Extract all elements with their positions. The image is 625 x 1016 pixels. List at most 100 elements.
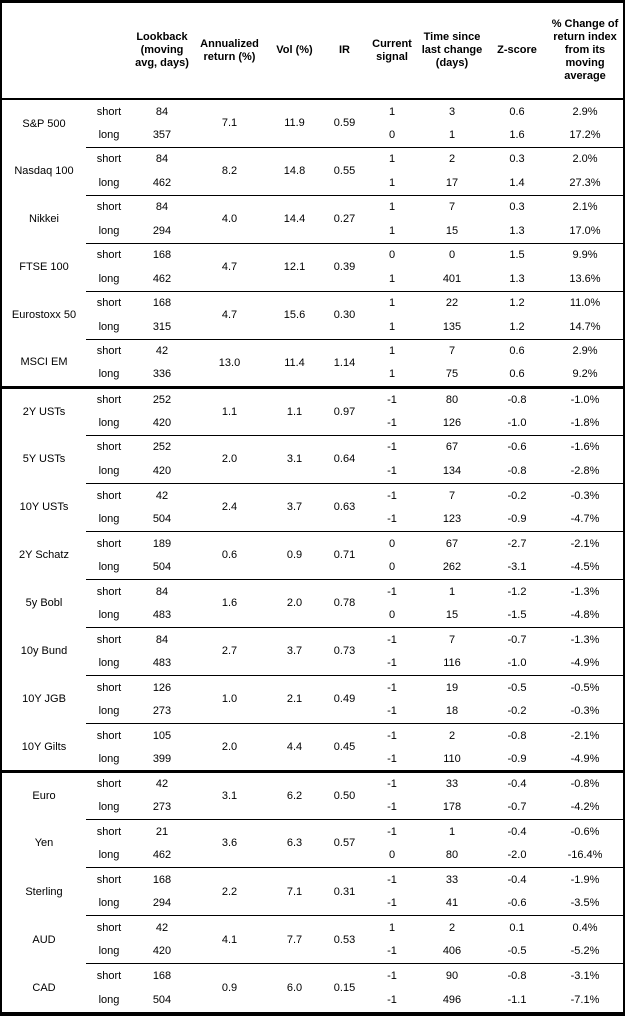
leg-label-cell: short [86,482,132,508]
lookback-cell: 252 [132,434,192,460]
asset-name-cell: S&P 500 [22,117,66,130]
current-signal-cell: -1 [387,657,397,670]
header-leg [86,3,132,100]
header-annualized-return: Annualized return (%) [192,3,267,100]
z-score-cell: -3.1 [507,561,527,574]
asset-row-long: long 420 -1 406 -0.5 -5.2% [2,940,623,964]
leg-label-cell: short [86,818,132,844]
asset-row-long: long 294 1 15 1.3 17.0% [2,219,623,243]
leg-label-cell: short [86,915,132,940]
asset-name-cell: 2Y Schatz [19,549,69,562]
pct-change-cell: 27.3% [569,176,601,189]
header-vol: Vol (%) [267,3,322,100]
z-score-cell: -1.0 [507,657,527,670]
current-signal-cell: 1 [388,176,396,189]
leg-label-cell: short [86,242,132,268]
time-since-cell: 1 [417,578,487,604]
pct-change-cell: -2.1% [547,530,623,556]
lookback-cell: 168 [132,242,192,268]
leg-label-cell: short [86,578,132,604]
asset-name-cell: Eurostoxx 50 [11,309,77,322]
z-score-cell: -0.6 [487,434,547,460]
time-since-cell: 2 [417,722,487,748]
annualized-return-cell: 4.0 [192,194,267,244]
ir-cell: 0.64 [322,434,367,484]
current-signal-cell: -1 [367,963,417,988]
pct-change-cell: -1.8% [570,416,600,429]
lookback-cell: 504 [152,513,172,526]
leg-label-cell: short [86,290,132,316]
lookback-cell: 168 [132,866,192,892]
time-since-cell: 18 [445,705,459,718]
z-score-cell: 1.6 [509,128,525,141]
current-signal-cell: -1 [387,752,397,765]
ir-cell: 0.57 [322,818,367,868]
asset-row-long: long 483 0 15 -1.5 -4.8% [2,603,623,627]
z-score-cell: -0.4 [487,866,547,892]
current-signal-cell: 1 [367,338,417,364]
current-signal-cell: -1 [367,578,417,604]
z-score-cell: 0.1 [487,915,547,940]
time-since-cell: 110 [443,752,461,765]
annualized-return-cell: 1.6 [192,578,267,628]
current-signal-cell: 1 [388,105,396,118]
lookback-cell: 126 [132,674,192,700]
z-score-cell: -0.9 [507,752,527,765]
time-since-cell: 262 [442,561,462,574]
current-signal-cell: -1 [367,385,417,412]
current-signal-cell: -1 [387,416,397,429]
asset-name-cell: 5Y USTs [22,453,66,466]
vol-cell: 2.0 [267,578,322,628]
asset-row-long: long 504 0 262 -3.1 -4.5% [2,555,623,579]
time-since-cell: 80 [445,849,459,862]
time-since-cell: 19 [417,674,487,700]
z-score-cell: 1.3 [509,224,525,237]
asset-name-cell: CAD [32,981,56,994]
annualized-return-cell: 3.6 [192,818,267,868]
z-score-cell: -0.5 [507,945,527,958]
current-signal-cell: 0 [367,242,417,268]
z-score-cell: 0.6 [509,368,525,381]
leg-label-cell: short [86,385,132,412]
ir-cell: 0.55 [322,146,367,196]
ir-cell: 0.53 [322,915,367,964]
asset-name-cell: 10Y JGB [22,693,66,706]
lookback-cell: 504 [152,561,172,574]
header-time-since: Time since last change (days) [417,3,487,100]
pct-change-cell: 9.2% [572,368,598,381]
annualized-return-cell: 0.9 [192,963,267,1012]
lookback-cell: 168 [132,963,192,988]
asset-row-long: long 462 1 401 1.3 13.6% [2,267,623,291]
current-signal-cell: 1 [367,290,417,316]
vol-cell: 11.9 [284,117,305,130]
pct-change-cell: 2.9% [572,105,598,118]
time-since-cell: 15 [445,609,459,622]
asset-name-cell: 10y Bund [20,645,68,658]
header-ir: IR [322,3,367,100]
pct-change-cell: 2.9% [547,338,623,364]
asset-name-cell: 10Y Gilts [21,740,67,753]
time-since-cell: 33 [417,866,487,892]
leg-label-cell: long [98,416,120,429]
z-score-cell: 1.3 [509,272,525,285]
time-since-cell: 126 [442,416,462,429]
z-score-cell: -0.6 [507,897,527,910]
current-signal-cell: 1 [367,146,417,172]
vol-cell: 14.4 [267,194,322,244]
time-since-cell: 15 [445,224,459,237]
pct-change-cell: 17.0% [569,224,601,237]
asset-name-cell: AUD [32,933,56,946]
current-signal-cell: 1 [388,368,396,381]
lookback-cell: 420 [152,416,172,429]
z-score-cell: -0.7 [507,801,527,814]
asset-row-long: long 420 -1 126 -1.0 -1.8% [2,411,623,435]
pct-change-cell: -4.5% [570,561,600,574]
current-signal-cell: 1 [388,320,396,333]
time-since-cell: 134 [442,464,462,477]
pct-change-cell: 13.6% [569,272,601,285]
ir-cell: 0.15 [322,963,367,1012]
asset-row-long: long 273 -1 178 -0.7 -4.2% [2,795,623,819]
asset-row-short: Euro short 42 3.1 6.2 0.50 -1 33 -0.4 -0.8% [2,769,623,820]
annualized-return-cell: 2.0 [192,434,267,484]
